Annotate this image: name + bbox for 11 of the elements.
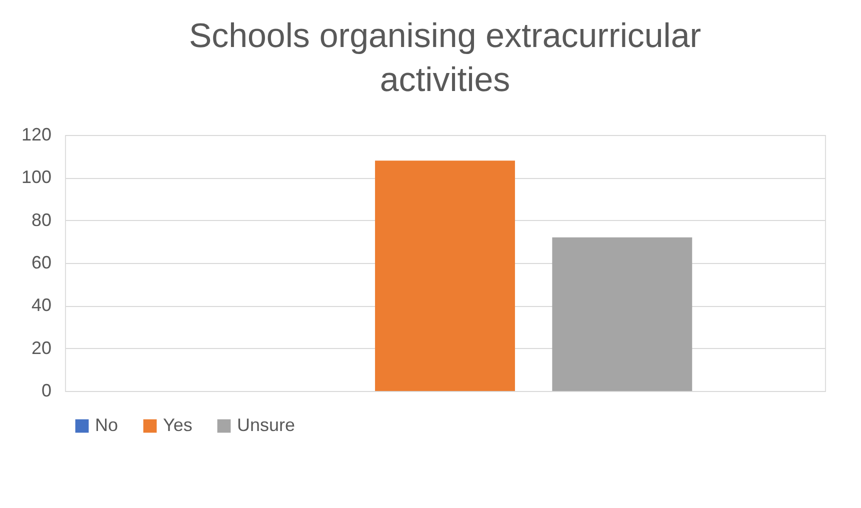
y-tick-label: 100 xyxy=(21,167,52,188)
legend-label: Yes xyxy=(163,415,192,435)
y-tick-label: 20 xyxy=(31,338,52,358)
legend-label: Unsure xyxy=(237,415,296,435)
y-tick-label: 80 xyxy=(31,210,52,230)
y-tick-label: 60 xyxy=(31,252,52,272)
legend-label: No xyxy=(95,415,118,435)
chart-title: Schools organising extracurricular activities xyxy=(188,17,702,99)
y-tick-label: 120 xyxy=(21,124,52,144)
y-tick-label: 40 xyxy=(31,295,52,316)
y-tick-label: 0 xyxy=(41,380,52,400)
